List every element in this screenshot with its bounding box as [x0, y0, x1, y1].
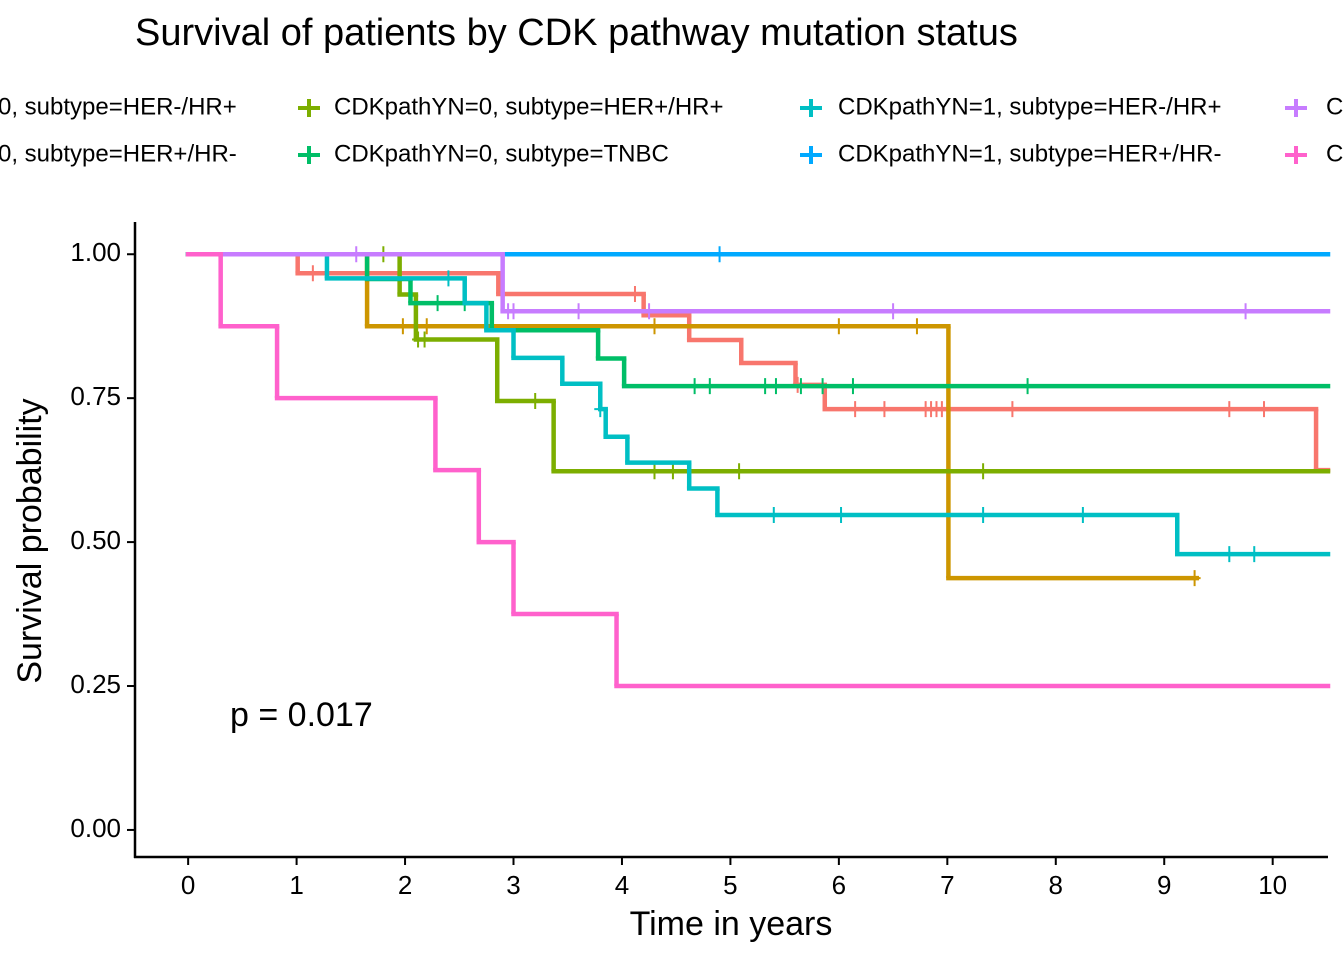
- censor-mark: [816, 378, 829, 395]
- censor-mark: [835, 507, 848, 524]
- censor-mark: [666, 463, 679, 480]
- legend-key: [800, 146, 822, 164]
- censor-mark: [648, 318, 661, 335]
- censor-mark: [713, 246, 726, 263]
- censor-mark: [769, 378, 782, 395]
- censor-mark: [1188, 570, 1201, 587]
- legend-label: CDKpathYN=1, subtype=HER+/HR-: [838, 140, 1222, 167]
- censor-mark: [688, 378, 701, 395]
- censor-mark: [977, 463, 990, 480]
- x-tick-label: 4: [615, 870, 629, 900]
- legend-label: CDKpathYN=1, subtype=HER-/HR+: [838, 93, 1222, 120]
- censor-mark: [767, 507, 780, 524]
- y-tick-label: 0.50: [70, 525, 121, 555]
- y-tick-label: 1.00: [70, 237, 121, 267]
- censor-mark: [935, 401, 948, 418]
- legend-key: [1285, 146, 1307, 164]
- censor-mark: [1223, 546, 1236, 563]
- censor-mark: [306, 265, 319, 282]
- censor-mark: [703, 378, 716, 395]
- censor-mark: [418, 331, 431, 348]
- x-axis-label: Time in years: [630, 905, 833, 943]
- legend-label: CDKpathYN=0, subtype=TNBC: [334, 140, 669, 167]
- x-tick-label: 0: [181, 870, 195, 900]
- legend-label: 0, subtype=HER-/HR+: [0, 93, 237, 120]
- y-tick-label: 0.75: [70, 381, 121, 411]
- censor-mark: [396, 318, 409, 335]
- x-tick-label: 5: [723, 870, 737, 900]
- x-tick-label: 6: [832, 870, 846, 900]
- legend-label: C: [1326, 93, 1343, 120]
- censor-mark: [350, 246, 363, 263]
- x-tick-label: 2: [398, 870, 412, 900]
- censor-mark: [1258, 401, 1271, 418]
- legend-label: 0, subtype=HER+/HR-: [0, 140, 237, 167]
- legend-key: [298, 146, 320, 164]
- censor-mark: [572, 303, 585, 320]
- chart-title: Survival of patients by CDK pathway muta…: [135, 12, 1018, 54]
- x-tick-label: 1: [289, 870, 303, 900]
- x-tick-label: 9: [1157, 870, 1171, 900]
- censor-mark: [431, 295, 444, 312]
- censor-mark: [442, 270, 455, 287]
- y-axis-label: Survival probability: [11, 398, 49, 683]
- x-tick-label: 8: [1049, 870, 1063, 900]
- censor-mark: [507, 303, 520, 320]
- censor-mark: [529, 393, 542, 410]
- censor-mark: [878, 401, 891, 418]
- censor-mark: [977, 507, 990, 524]
- censor-mark: [643, 303, 656, 320]
- censor-mark: [628, 285, 641, 302]
- legend-label: CDKpathYN=0, subtype=HER+/HR+: [334, 93, 724, 120]
- censor-mark: [832, 318, 845, 335]
- legend-label: C: [1326, 140, 1343, 167]
- p-value: p = 0.017: [230, 696, 373, 734]
- censor-mark: [910, 318, 923, 335]
- censor-mark: [1006, 401, 1019, 418]
- x-tick-label: 10: [1258, 870, 1287, 900]
- legend-key: [800, 99, 822, 117]
- censor-mark: [1076, 507, 1089, 524]
- censor-mark: [1248, 546, 1261, 563]
- censor-mark: [759, 378, 772, 395]
- censor-mark: [1223, 401, 1236, 418]
- censor-mark: [846, 378, 859, 395]
- y-tick-label: 0.25: [70, 669, 121, 699]
- censor-mark: [1021, 378, 1034, 395]
- x-tick-label: 7: [940, 870, 954, 900]
- x-tick-label: 3: [506, 870, 520, 900]
- y-tick-label: 0.00: [70, 813, 121, 843]
- censor-mark: [733, 463, 746, 480]
- legend-key: [298, 99, 320, 117]
- censor-mark: [1239, 303, 1252, 320]
- censor-mark: [420, 318, 433, 335]
- censor-mark: [594, 401, 607, 418]
- censor-mark: [648, 463, 661, 480]
- legend-key: [1285, 99, 1307, 117]
- censor-mark: [849, 401, 862, 418]
- censor-mark: [794, 378, 807, 395]
- censor-mark: [887, 303, 900, 320]
